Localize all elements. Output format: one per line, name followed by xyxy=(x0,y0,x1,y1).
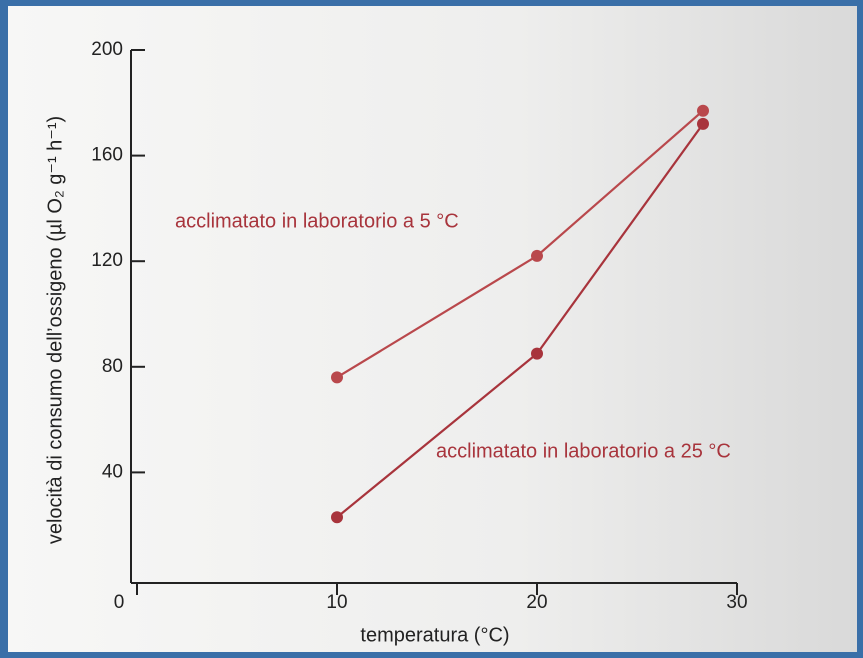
series-label: acclimatato in laboratorio a 25 °C xyxy=(436,440,731,462)
data-point xyxy=(531,347,543,360)
x-tick-label: 10 xyxy=(326,592,347,613)
y-tick-label: 160 xyxy=(91,145,123,166)
data-point xyxy=(331,511,343,524)
data-point xyxy=(697,104,709,117)
y-tick-label: 200 xyxy=(91,39,123,60)
x-tick-label: 0 xyxy=(114,592,125,613)
y-tick-label: 120 xyxy=(91,250,123,271)
y-axis-label: velocità di consumo dell’ossigeno (µl O₂… xyxy=(44,116,66,544)
data-point xyxy=(697,117,709,130)
page xyxy=(8,6,857,652)
data-point xyxy=(331,371,343,384)
data-point xyxy=(531,249,543,262)
y-tick-label: 80 xyxy=(102,356,123,377)
x-tick-label: 30 xyxy=(726,592,747,613)
x-axis-label: temperatura (°C) xyxy=(360,624,509,646)
y-tick-label: 40 xyxy=(102,461,123,482)
x-tick-label: 20 xyxy=(526,592,547,613)
series-label: acclimatato in laboratorio a 5 °C xyxy=(175,210,459,232)
